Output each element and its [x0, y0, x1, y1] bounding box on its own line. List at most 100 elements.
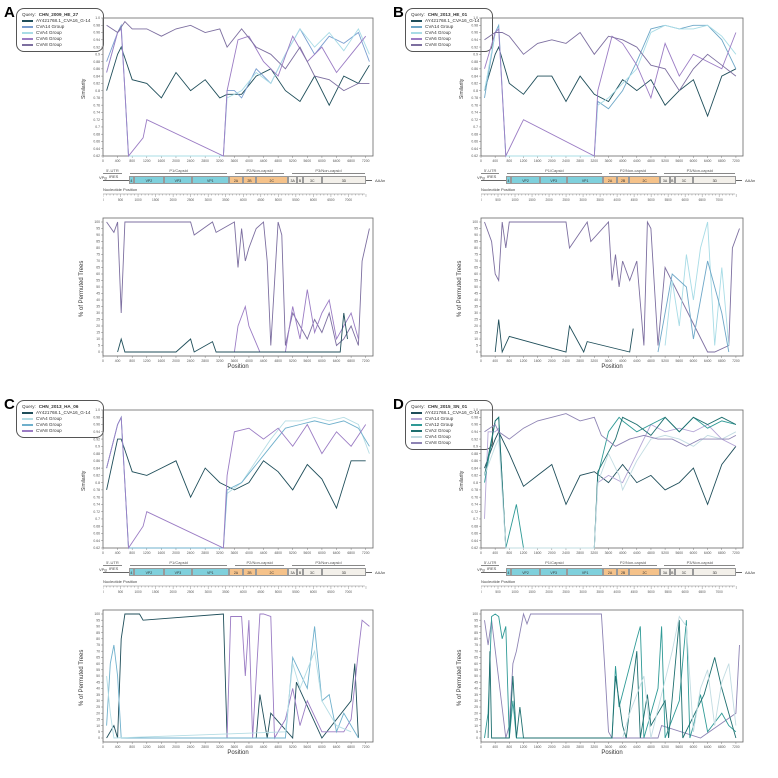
svg-text:85: 85: [96, 240, 100, 244]
svg-text:6400: 6400: [704, 159, 712, 163]
genome-map: 5'-UTR P1/Capsid P2/Non-capsid P3/Non-capsi…: [477, 560, 755, 594]
polya-label: AAAn: [745, 178, 756, 183]
permuted-trees-plot: 0 5 10 15 20 25 30 35 40 45 50 55 60 65 70 75 80 85 90 95 10…: [91, 217, 381, 368]
genome-map: 5'-UTR P1/Capsid P2/Non-capsid P3/Non-capsi…: [99, 560, 385, 594]
svg-text:10: 10: [96, 337, 100, 341]
legend-label: CVA12 Group: [425, 422, 454, 427]
svg-text:4500: 4500: [257, 590, 264, 594]
legend-label: AY421768.1_CVA16_G-14: [425, 410, 480, 415]
legend-swatch: [411, 424, 422, 426]
ires-label: IRES: [487, 174, 497, 179]
svg-text:3600: 3600: [231, 359, 239, 363]
utr-line: [103, 180, 129, 181]
genome-region: P2/Non-capsid: [609, 168, 657, 174]
utr-line: [103, 572, 129, 573]
legend-label: CVA6 Group: [36, 422, 62, 427]
svg-text:20: 20: [474, 711, 478, 715]
genome-segment: VP1: [192, 176, 229, 184]
svg-text:6000: 6000: [318, 359, 326, 363]
series-line: [484, 613, 737, 739]
svg-text:2000: 2000: [170, 198, 177, 202]
genome-segment: 2B: [243, 176, 256, 184]
svg-text:6800: 6800: [347, 159, 355, 163]
similarity-plot: 0.62 0.64 0.66 0.68 0.7 0.72 0.74 0.76 0.78 0.8 0.…: [91, 408, 381, 560]
svg-text:0.92: 0.92: [93, 45, 100, 49]
series-line: [106, 20, 370, 92]
region-label: P3/Non-capsid: [313, 168, 344, 173]
svg-text:1200: 1200: [143, 745, 151, 749]
genome-segment: 3A: [287, 176, 298, 184]
legend-label: CVA8 Group: [425, 440, 451, 445]
svg-text:4800: 4800: [274, 745, 282, 749]
genome-segment: VP1: [192, 568, 229, 576]
panel-b: B Query: CHN_2013_HE_01 AY421768.1_CVA16_G-…: [389, 0, 778, 386]
svg-text:5200: 5200: [661, 551, 669, 555]
svg-text:1000: 1000: [135, 590, 142, 594]
svg-text:3500: 3500: [597, 590, 604, 594]
svg-text:40: 40: [96, 687, 100, 691]
svg-text:30: 30: [96, 699, 100, 703]
legend-swatch: [22, 418, 33, 420]
svg-text:5500: 5500: [665, 198, 672, 202]
svg-text:15: 15: [474, 718, 478, 722]
svg-text:4000: 4000: [245, 551, 253, 555]
svg-text:10: 10: [474, 337, 478, 341]
genome-segment: 3D: [693, 176, 737, 184]
genome-region: P2/Non-capsid: [235, 560, 284, 566]
svg-text:6400: 6400: [333, 745, 341, 749]
svg-text:4000: 4000: [614, 198, 621, 202]
genome-region: 5'-UTR: [481, 168, 500, 174]
genome-segment: 4: [505, 176, 512, 184]
svg-text:400: 400: [492, 159, 498, 163]
svg-text:4400: 4400: [633, 551, 641, 555]
svg-text:0.88: 0.88: [471, 60, 478, 64]
query-label: Query:: [22, 404, 36, 409]
svg-text:6000: 6000: [690, 551, 698, 555]
ires-label: IRES: [109, 566, 119, 571]
svg-text:85: 85: [474, 240, 478, 244]
y-axis-label: % of Permuted Trees: [79, 260, 85, 317]
genome-segment: 2B: [617, 176, 630, 184]
svg-text:3600: 3600: [605, 745, 613, 749]
legend: Query: CHN_2013_HE_01 AY421768.1_CVA16_G-1…: [405, 8, 493, 52]
svg-text:500: 500: [495, 198, 501, 202]
svg-text:4000: 4000: [240, 590, 247, 594]
region-label: P1/Capsid: [167, 560, 190, 565]
svg-text:4000: 4000: [619, 359, 627, 363]
svg-text:85: 85: [474, 631, 478, 635]
svg-text:2500: 2500: [563, 198, 570, 202]
svg-text:2800: 2800: [201, 159, 209, 163]
genome-region: P2/Non-capsid: [609, 560, 657, 566]
genome-bar: 4 VP2 VP3 VP1 2A 2B 2C 3A B 3C 3D: [481, 568, 743, 576]
permuted-trees-plot: 0 5 10 15 20 25 30 35 40 45 50 55 60 65 70 75 80 85 90 95 10…: [469, 217, 751, 368]
svg-text:0.86: 0.86: [93, 459, 100, 463]
svg-text:0: 0: [98, 350, 100, 354]
legend-swatch: [22, 412, 33, 414]
svg-text:0.82: 0.82: [471, 82, 478, 86]
svg-text:5200: 5200: [661, 159, 669, 163]
x-axis-label: Position: [227, 750, 249, 756]
genome-segment: 2C: [255, 176, 288, 184]
vpg-label: VPg: [477, 175, 485, 180]
svg-text:4800: 4800: [274, 359, 282, 363]
svg-text:2000: 2000: [172, 551, 180, 555]
legend-label: CVA4 Group: [425, 30, 451, 35]
svg-text:0.66: 0.66: [93, 140, 100, 144]
svg-text:2500: 2500: [563, 590, 570, 594]
svg-text:1600: 1600: [158, 551, 166, 555]
svg-text:3600: 3600: [231, 159, 239, 163]
svg-text:4000: 4000: [245, 159, 253, 163]
genome-segment: 2C: [255, 568, 288, 576]
svg-text:0.88: 0.88: [93, 60, 100, 64]
polya-label: AAAn: [745, 570, 756, 575]
svg-text:65: 65: [474, 656, 478, 660]
svg-text:0.92: 0.92: [471, 45, 478, 49]
svg-text:1200: 1200: [520, 551, 528, 555]
legend-swatch: [22, 20, 33, 22]
svg-text:1600: 1600: [534, 359, 542, 363]
query-label: Query:: [411, 12, 425, 17]
svg-text:3200: 3200: [216, 359, 224, 363]
svg-text:90: 90: [96, 625, 100, 629]
svg-text:0.86: 0.86: [93, 67, 100, 71]
svg-text:5600: 5600: [304, 159, 312, 163]
